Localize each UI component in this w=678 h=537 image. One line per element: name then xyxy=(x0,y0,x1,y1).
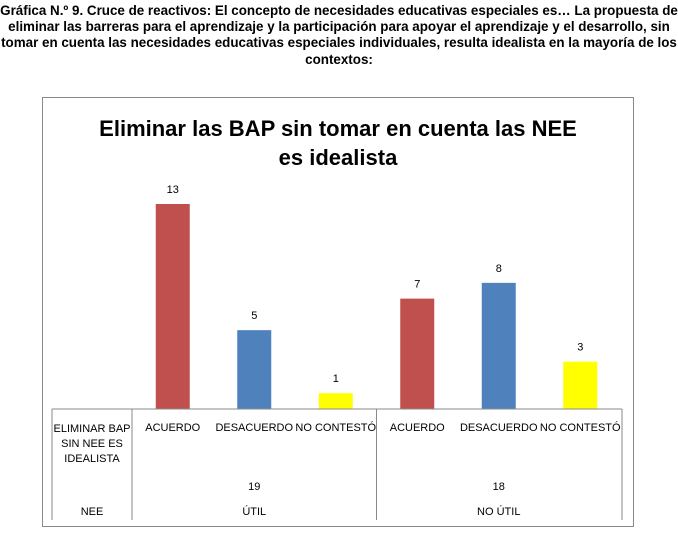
bar xyxy=(563,361,598,409)
category-label: ACUERDO xyxy=(145,422,200,434)
bar xyxy=(237,330,272,409)
chart-frame xyxy=(42,97,634,527)
group-total: 19 xyxy=(248,481,260,493)
data-label: 8 xyxy=(496,263,502,275)
series-label-line: ELIMINAR BAP xyxy=(53,423,130,435)
bars xyxy=(155,204,598,409)
data-label: 1 xyxy=(333,373,339,385)
chart-title: Eliminar las BAP sin tomar en cuenta las… xyxy=(99,116,577,170)
figure-caption: Gráfica N.º 9. Cruce de reactivos: El co… xyxy=(0,3,678,67)
category-label: DESACUERDO xyxy=(215,422,293,434)
data-label: 5 xyxy=(251,310,257,322)
group-total: 18 xyxy=(493,481,505,493)
bar xyxy=(481,282,516,409)
data-labels: 13 5 1 7 8 3 xyxy=(167,184,584,385)
category-label: ACUERDO xyxy=(390,422,445,434)
data-label: 7 xyxy=(414,279,420,291)
category-label: NO CONTESTÓ xyxy=(540,421,621,434)
bar xyxy=(400,298,435,409)
series-label-line: IDEALISTA xyxy=(64,453,120,465)
chart-title-line: Eliminar las BAP sin tomar en cuenta las… xyxy=(99,116,577,141)
category-label: DESACUERDO xyxy=(460,422,538,434)
outer-axis-label: NEE xyxy=(81,506,104,518)
data-label: 13 xyxy=(167,184,179,196)
group-label: NO ÚTIL xyxy=(477,505,520,518)
category-axis: ELIMINAR BAP SIN NEE ES IDEALISTA ACUERDO DE… xyxy=(51,408,623,520)
bar xyxy=(155,204,190,409)
bar xyxy=(318,393,353,409)
chart-title-line: es idealista xyxy=(279,145,398,170)
category-label: NO CONTESTÓ xyxy=(295,421,376,434)
group-label: ÚTIL xyxy=(242,505,266,518)
series-label-line: SIN NEE ES xyxy=(61,438,123,450)
data-label: 3 xyxy=(577,342,583,354)
